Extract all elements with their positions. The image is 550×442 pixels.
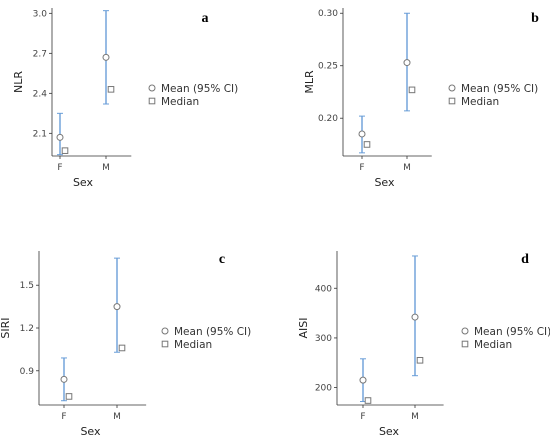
- x-tick-label-m: M: [403, 163, 411, 173]
- y-tick-label: 3.0: [33, 9, 48, 19]
- panel-d: 200 300 400 F M Sex AISI Mean (95% CI)Median d: [297, 251, 550, 438]
- x-tick-label-m: M: [411, 412, 419, 422]
- mean-point-m: [102, 53, 110, 61]
- panel-letter: a: [202, 11, 209, 26]
- legend-median-label: Median: [474, 339, 512, 351]
- panel-b: 0.20 0.25 0.30 F M Sex MLR Mean (95% CI)Median b: [303, 8, 539, 189]
- panel-c: 0.9 1.2 1.5 F M Sex SIRI Mean (95% CI)Median c: [0, 251, 251, 438]
- median-point-f: [363, 141, 371, 148]
- legend-mean-label: Mean (95% CI): [161, 83, 238, 95]
- y-tick-label: 0.20: [318, 114, 338, 124]
- legend-mean-marker: [448, 84, 456, 92]
- y-tick-label: 1.2: [20, 324, 34, 334]
- legend: Mean (95% CI)Median: [461, 326, 550, 351]
- y-tick-label: 2.7: [33, 49, 47, 59]
- mean-point-m: [403, 59, 411, 67]
- median-point-f: [364, 397, 372, 404]
- mean-point-f: [56, 133, 64, 141]
- mean-point-f: [358, 130, 366, 138]
- legend-median-marker: [448, 97, 456, 105]
- y-axis-title: NLR: [12, 71, 25, 93]
- median-point-m: [416, 356, 424, 364]
- legend-mean-marker: [161, 327, 169, 335]
- legend-median-marker: [161, 340, 169, 348]
- y-axis-title: AISI: [297, 318, 310, 339]
- legend-mean-label: Mean (95% CI): [461, 83, 538, 95]
- x-tick-label-m: M: [102, 163, 110, 173]
- median-point-f: [61, 147, 69, 154]
- y-tick-label: 1.5: [20, 281, 34, 291]
- panel-letter: c: [219, 252, 225, 267]
- y-tick-label: 0.25: [318, 62, 338, 72]
- legend-median-label: Median: [174, 339, 212, 351]
- mean-point-f: [359, 376, 367, 384]
- median-point-m: [118, 344, 126, 352]
- panel-a: 2.1 2.4 2.7 3.0 F M Sex NLR Mean (95% CI)Median a: [12, 8, 238, 189]
- legend-median-marker: [148, 97, 156, 105]
- legend: Mean (95% CI)Median: [161, 326, 251, 351]
- mean-point-f: [60, 375, 68, 383]
- panel-letter: d: [521, 252, 529, 267]
- x-axis-title: Sex: [80, 425, 101, 438]
- x-tick-label-f: F: [359, 163, 364, 173]
- mean-point-m: [113, 303, 121, 311]
- y-tick-label: 300: [315, 334, 332, 344]
- x-tick-label-f: F: [57, 163, 62, 173]
- median-point-m: [408, 86, 416, 94]
- legend-median-label: Median: [161, 96, 199, 108]
- y-tick-label: 200: [315, 384, 332, 394]
- y-tick-label: 0.9: [20, 367, 35, 377]
- x-axis-title: Sex: [73, 176, 94, 189]
- x-axis-title: Sex: [379, 425, 400, 438]
- median-point-f: [65, 393, 73, 400]
- x-tick-label-m: M: [113, 412, 121, 422]
- legend-mean-marker: [461, 327, 469, 335]
- legend: Mean (95% CI)Median: [148, 83, 238, 108]
- legend-mean-label: Mean (95% CI): [474, 326, 550, 338]
- y-axis-title: SIRI: [0, 317, 12, 338]
- y-tick-label: 0.30: [318, 9, 338, 19]
- x-tick-label-f: F: [360, 412, 365, 422]
- legend: Mean (95% CI)Median: [448, 83, 538, 108]
- x-tick-label-f: F: [61, 412, 66, 422]
- x-axis-title: Sex: [374, 176, 395, 189]
- legend-mean-marker: [148, 84, 156, 92]
- mean-point-m: [411, 313, 419, 321]
- legend-mean-label: Mean (95% CI): [174, 326, 251, 338]
- y-tick-label: 2.1: [33, 129, 47, 139]
- legend-median-marker: [461, 340, 469, 348]
- y-tick-label: 2.4: [33, 89, 48, 99]
- median-point-m: [107, 86, 115, 93]
- legend-median-label: Median: [461, 96, 499, 108]
- y-tick-label: 400: [315, 284, 332, 294]
- panel-letter: b: [531, 11, 539, 26]
- y-axis-title: MLR: [303, 70, 316, 94]
